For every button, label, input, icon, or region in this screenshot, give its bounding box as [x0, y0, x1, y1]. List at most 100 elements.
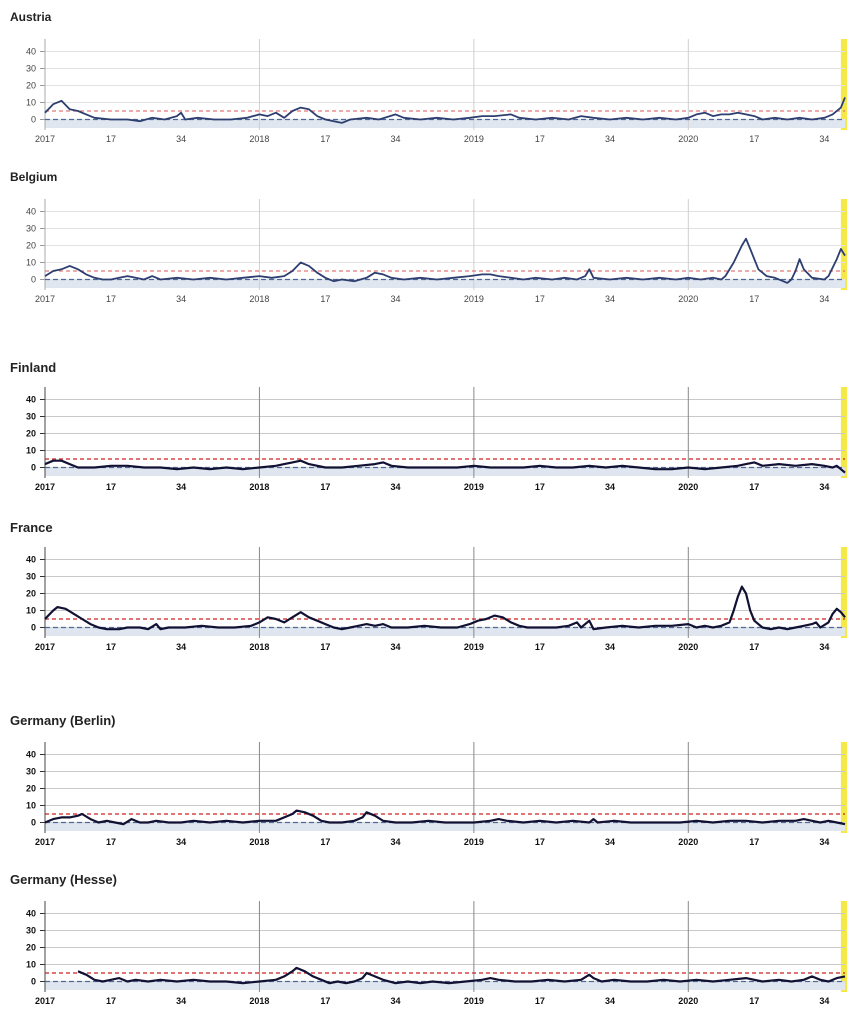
chart-svg-germany-berlin: 0 10 20 30 40 2017 17 34 2018 17 34 2019 17 34 2020 17 3… — [26, 742, 847, 847]
y-tick-label: 20 — [26, 81, 36, 91]
series-line — [44, 809, 846, 826]
y-tick-label: 20 — [26, 943, 36, 953]
x-tick-label: 34 — [176, 482, 186, 492]
highlight-band — [840, 742, 847, 833]
panel-france: France 0 10 20 30 40 2017 17 34 2018 17 34 2019 17 34 2… — [0, 520, 847, 665]
x-tick-label: 17 — [535, 482, 545, 492]
x-tick-label: 34 — [176, 294, 186, 304]
x-tick-label: 17 — [106, 134, 116, 144]
y-tick-label: 40 — [26, 555, 36, 565]
chart-title-germany-hesse: Germany (Hesse) — [10, 872, 117, 887]
chart-svg-austria: 0 10 20 30 40 2017 17 34 2018 17 34 2019 17 34 2020 17 3… — [26, 39, 847, 144]
x-tick-label: 2018 — [249, 482, 269, 492]
x-tick-label: 34 — [819, 996, 829, 1006]
highlight-band — [840, 547, 847, 638]
chart-title-france: France — [10, 520, 53, 535]
x-tick-label: 17 — [106, 294, 116, 304]
x-tick-label: 17 — [749, 134, 759, 144]
x-tick-label: 34 — [605, 996, 615, 1006]
y-tick-label: 30 — [26, 572, 36, 582]
x-tick-label: 34 — [391, 837, 401, 847]
x-tick-label: 17 — [320, 294, 330, 304]
panel-finland: Finland 0 10 20 30 40 2017 17 34 2018 17 34 2019 17 34… — [0, 360, 847, 505]
x-tick-label: 2019 — [464, 837, 484, 847]
x-tick-label: 17 — [749, 482, 759, 492]
x-tick-label: 34 — [391, 996, 401, 1006]
x-tick-label: 2020 — [678, 294, 698, 304]
chart-title-germany-berlin: Germany (Berlin) — [10, 713, 116, 728]
x-tick-label: 17 — [535, 642, 545, 652]
x-tick-label: 34 — [605, 294, 615, 304]
series-line — [44, 97, 846, 124]
x-tick-label: 17 — [106, 837, 116, 847]
x-tick-label: 34 — [391, 482, 401, 492]
y-tick-label: 0 — [31, 977, 36, 987]
x-tick-label: 2017 — [35, 996, 55, 1006]
y-tick-label: 0 — [31, 463, 36, 473]
x-tick-label: 34 — [819, 294, 829, 304]
baseline-band — [45, 119, 845, 128]
y-tick-label: 10 — [26, 801, 36, 811]
y-tick-label: 0 — [31, 275, 36, 285]
x-tick-label: 2019 — [464, 996, 484, 1006]
x-tick-label: 2020 — [678, 482, 698, 492]
y-tick-label: 20 — [26, 589, 36, 599]
baseline-band — [45, 279, 845, 288]
baseline-band — [45, 822, 845, 831]
x-tick-label: 2020 — [678, 996, 698, 1006]
x-tick-label: 17 — [320, 134, 330, 144]
y-tick-label: 10 — [26, 606, 36, 616]
y-tick-label: 10 — [26, 258, 36, 268]
y-tick-label: 30 — [26, 64, 36, 74]
highlight-band — [840, 39, 847, 130]
y-tick-label: 20 — [26, 241, 36, 251]
y-tick-label: 0 — [31, 818, 36, 828]
series-line — [44, 585, 846, 631]
y-tick-label: 30 — [26, 412, 36, 422]
y-tick-label: 0 — [31, 623, 36, 633]
x-tick-label: 34 — [819, 642, 829, 652]
x-tick-label: 34 — [391, 134, 401, 144]
y-tick-label: 40 — [26, 750, 36, 760]
x-tick-label: 17 — [320, 996, 330, 1006]
x-tick-label: 2020 — [678, 642, 698, 652]
x-tick-label: 34 — [605, 837, 615, 847]
baseline-band — [45, 627, 845, 636]
x-tick-label: 17 — [106, 642, 116, 652]
y-tick-label: 30 — [26, 926, 36, 936]
x-tick-label: 34 — [819, 837, 829, 847]
x-tick-label: 17 — [749, 642, 759, 652]
x-tick-label: 17 — [320, 482, 330, 492]
chart-title-belgium: Belgium — [10, 170, 58, 184]
panel-belgium: Belgium 0 10 20 30 40 2017 17 34 2018 17 34 2019 17 34… — [0, 170, 847, 315]
x-tick-label: 2018 — [249, 294, 269, 304]
x-tick-label: 2018 — [249, 134, 269, 144]
y-tick-label: 20 — [26, 429, 36, 439]
y-tick-label: 40 — [26, 47, 36, 57]
x-tick-label: 34 — [819, 482, 829, 492]
x-tick-label: 17 — [749, 996, 759, 1006]
x-tick-label: 17 — [106, 482, 116, 492]
panel-germany-hesse: Germany (Hesse) 0 10 20 30 40 2017 17 34 2018 17 34… — [0, 872, 847, 1017]
y-tick-label: 30 — [26, 224, 36, 234]
x-tick-label: 34 — [605, 134, 615, 144]
x-tick-label: 2018 — [249, 642, 269, 652]
x-tick-label: 2020 — [678, 837, 698, 847]
chart-title-austria: Austria — [10, 10, 52, 24]
x-tick-label: 2019 — [464, 642, 484, 652]
x-tick-label: 34 — [819, 134, 829, 144]
x-tick-label: 2018 — [249, 996, 269, 1006]
y-tick-label: 10 — [26, 98, 36, 108]
x-tick-label: 34 — [605, 482, 615, 492]
x-tick-label: 2017 — [35, 294, 55, 304]
chart-svg-finland: 0 10 20 30 40 2017 17 34 2018 17 34 2019 17 34 2020 17 3… — [26, 387, 847, 492]
highlight-band — [840, 199, 847, 290]
x-tick-label: 2017 — [35, 642, 55, 652]
x-tick-label: 2017 — [35, 837, 55, 847]
x-tick-label: 17 — [749, 294, 759, 304]
x-tick-label: 34 — [391, 642, 401, 652]
x-tick-label: 2019 — [464, 294, 484, 304]
x-tick-label: 17 — [535, 294, 545, 304]
y-tick-label: 20 — [26, 784, 36, 794]
